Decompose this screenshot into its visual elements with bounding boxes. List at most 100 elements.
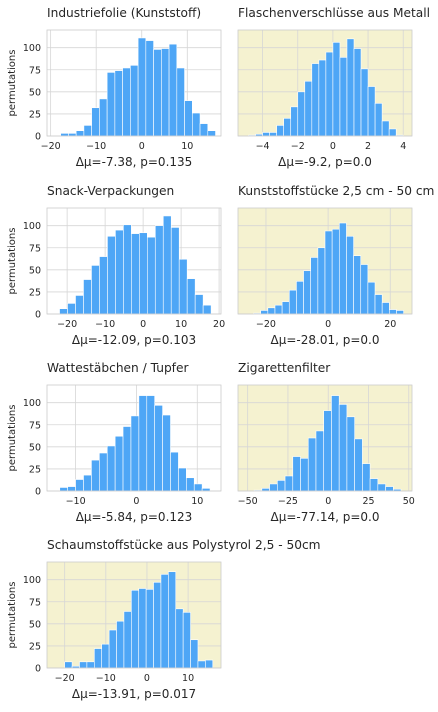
histogram-bar xyxy=(324,230,333,315)
y-axis-label: permutations xyxy=(7,50,18,117)
y-tick-label: 75 xyxy=(29,597,41,608)
histogram-bar xyxy=(160,574,169,669)
histogram-bar xyxy=(64,661,73,669)
histogram-panel-2: Flaschenverschlüsse aus Metall −4 −2 0 2 4 Δμ=… xyxy=(237,6,430,169)
histogram-bar xyxy=(360,264,369,315)
histogram-bar xyxy=(269,132,277,137)
histogram-bar xyxy=(323,410,332,492)
histogram-panel-6: Zigarettenfilter −50 −25 0 25 50 Δμ=-77.14, p=… xyxy=(237,361,415,524)
histogram-bar xyxy=(269,483,278,492)
x-tick-label: 0 xyxy=(133,496,139,507)
histogram-bar xyxy=(75,479,84,492)
x-tick-label: 4 xyxy=(400,141,406,152)
histogram-bar xyxy=(184,100,193,137)
histogram-bar xyxy=(94,648,103,669)
histogram-bar xyxy=(369,478,379,492)
histogram-bar xyxy=(123,224,132,315)
histogram-bar xyxy=(108,629,117,669)
histogram-bar xyxy=(381,120,390,137)
histogram-bar xyxy=(296,281,304,315)
histogram-panel-4: Kunststoffstücke 2,5 cm - 50 cm −20 0 20 Δμ=… xyxy=(237,184,434,347)
histogram-bar xyxy=(170,451,179,492)
histogram-bar xyxy=(99,256,108,315)
x-tick-label: 2 xyxy=(365,141,371,152)
y-tick-label: 100 xyxy=(23,43,41,54)
panel-title: Flaschenverschlüsse aus Metall xyxy=(238,6,430,20)
x-tick-label: 20 xyxy=(213,319,225,330)
histogram-bar xyxy=(284,475,294,492)
histogram-bar xyxy=(199,123,209,137)
x-tick-label: 0 xyxy=(140,319,146,330)
histogram-bar xyxy=(331,228,340,315)
histogram-bar xyxy=(318,59,327,137)
histogram-bar xyxy=(138,395,148,492)
histogram-bar xyxy=(262,132,270,137)
histogram-bar xyxy=(137,37,147,137)
histogram-bar xyxy=(114,435,124,492)
y-tick-label: 100 xyxy=(23,221,41,232)
histogram-bar xyxy=(290,106,299,137)
histogram-bar xyxy=(114,70,123,137)
y-tick-label: 25 xyxy=(29,464,41,475)
plot-frame xyxy=(237,207,413,315)
y-tick-label: 100 xyxy=(23,575,41,586)
histogram-bar xyxy=(106,72,116,137)
y-tick-label: 75 xyxy=(29,243,41,254)
histogram-bar xyxy=(190,639,199,669)
histogram-bar xyxy=(186,477,195,492)
x-axis-label: Δμ=-7.38, p=0.135 xyxy=(76,155,193,169)
plot-frame xyxy=(237,29,413,137)
histogram-bar xyxy=(59,308,68,315)
x-axis-label: Δμ=-13.91, p=0.017 xyxy=(72,687,196,701)
histogram-bar xyxy=(332,42,341,137)
histogram-bar xyxy=(67,303,76,315)
panel-title: Wattestäbchen / Tupfer xyxy=(47,361,189,375)
y-axis-label: permutations xyxy=(7,405,18,472)
histogram-bar xyxy=(331,395,340,492)
histogram-bar xyxy=(75,130,85,137)
x-tick-label: 0 xyxy=(325,319,331,330)
plot-frame xyxy=(237,384,413,492)
histogram-bar xyxy=(122,67,131,137)
x-tick-label: 10 xyxy=(175,319,187,330)
histogram-bar xyxy=(346,416,355,492)
y-axis-label: permutations xyxy=(7,582,18,649)
y-tick-label: 50 xyxy=(29,87,41,98)
histogram-panel-1: Industriefolie (Kunststoff)−20 −10 0 100255… xyxy=(7,6,222,169)
histogram-bar xyxy=(388,128,397,137)
histogram-bar xyxy=(186,278,196,315)
histogram-bar xyxy=(381,302,390,315)
histogram-bar xyxy=(178,258,188,315)
histogram-bar xyxy=(367,86,376,137)
x-tick-label: −50 xyxy=(238,496,258,507)
x-axis-label: Δμ=-77.14, p=0.0 xyxy=(271,510,380,524)
histogram-bar xyxy=(123,611,132,669)
histogram-bar xyxy=(307,437,317,492)
histogram-bar xyxy=(79,661,88,669)
histogram-bar xyxy=(75,295,84,315)
histogram-bar xyxy=(346,38,355,137)
y-tick-label: 0 xyxy=(35,664,41,675)
histogram-bar xyxy=(346,235,354,315)
histogram-bar xyxy=(315,430,325,492)
histogram-bar xyxy=(300,458,309,492)
histogram-bar xyxy=(170,227,180,315)
histogram-bar xyxy=(101,643,110,669)
histogram-bar xyxy=(130,65,139,137)
x-tick-label: −20 xyxy=(256,319,276,330)
x-axis-label: Δμ=-9.2, p=0.0 xyxy=(278,155,372,169)
histogram-bar xyxy=(353,48,362,137)
histogram-bar xyxy=(153,582,162,669)
histogram-bar xyxy=(325,51,334,137)
y-tick-label: 0 xyxy=(35,310,41,321)
histogram-panel-3: Snack-Verpackungen −20 −10 0 10 20 0 25 50 75 100 p… xyxy=(7,184,225,347)
x-tick-label: 10 xyxy=(182,673,194,684)
histogram-bar xyxy=(91,107,100,137)
histogram-bar xyxy=(182,612,191,669)
x-axis-label: Δμ=-28.01, p=0.0 xyxy=(271,333,380,347)
histogram-bar xyxy=(360,68,369,137)
histogram-bar xyxy=(59,487,68,492)
y-tick-label: 0 xyxy=(35,132,41,143)
x-tick-label: 10 xyxy=(181,141,193,152)
histogram-bar xyxy=(297,91,306,137)
